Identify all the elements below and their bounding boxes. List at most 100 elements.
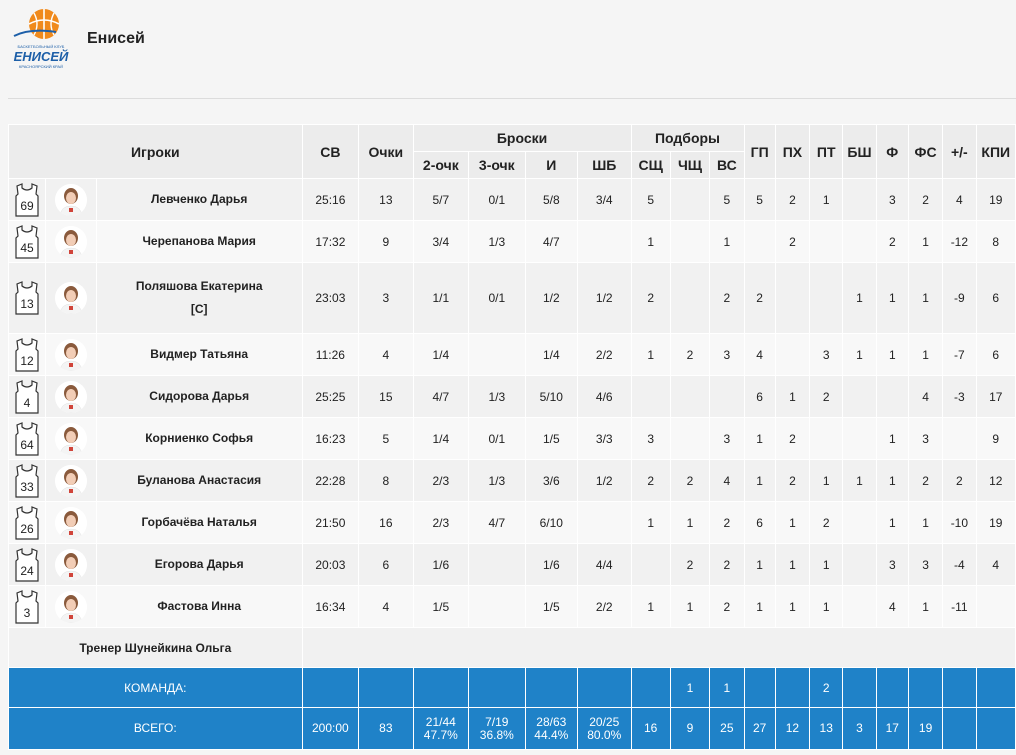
- team-stl: 2: [809, 667, 844, 708]
- player-minutes: 11:26: [301, 333, 360, 376]
- player-blocks: [842, 417, 877, 460]
- total-two-pt-pct: 47.7%: [423, 727, 458, 742]
- player-assists: 1: [743, 543, 776, 586]
- player-name[interactable]: Горбачёва Наталья: [141, 515, 257, 529]
- jersey-icon: 4: [15, 379, 39, 414]
- player-blocks: [842, 178, 877, 221]
- player-name-cell: Буланова Анастасия: [95, 459, 303, 502]
- player-minutes: 22:28: [301, 459, 360, 502]
- player-name[interactable]: Буланова Анастасия: [137, 473, 262, 487]
- page-title: Енисей: [87, 30, 145, 47]
- avatar[interactable]: [55, 506, 88, 539]
- player-three-pt: [468, 543, 526, 586]
- player-fouls: [875, 375, 909, 418]
- header-rebounds: Подборы: [630, 124, 745, 152]
- jersey-icon: 64: [15, 421, 39, 456]
- player-plus-minus: -11: [942, 585, 977, 628]
- player-plus-minus: -12: [942, 220, 977, 263]
- header-oreb: СЩ: [630, 151, 671, 179]
- player-dreb: [669, 417, 711, 460]
- player-three-pt: 0/1: [468, 262, 526, 334]
- player-avatar-cell: [45, 417, 97, 460]
- total-three-pt: 7/19 36.8%: [468, 707, 526, 750]
- player-ft: 4/6: [577, 375, 632, 418]
- player-points: 15: [358, 375, 414, 418]
- player-dreb: [669, 178, 711, 221]
- player-row: 12 Видмер Татьяна 11:26 4 1/4 1/4 2/2 1 2 3 4 3 1 1 1-…: [7, 333, 1016, 376]
- player-assists: 1: [743, 585, 776, 628]
- player-oreb: [630, 543, 671, 586]
- team-cell: [842, 667, 877, 708]
- player-efficiency: 9: [975, 417, 1016, 460]
- avatar[interactable]: [55, 338, 88, 371]
- player-blocks: 1: [842, 459, 877, 502]
- player-number-cell: 3: [7, 585, 47, 628]
- team-cell: [524, 667, 579, 708]
- total-three-pt-made: 7/19: [485, 714, 509, 729]
- avatar[interactable]: [55, 183, 88, 216]
- player-name[interactable]: Сидорова Дарья: [149, 389, 250, 403]
- avatar[interactable]: [55, 422, 88, 455]
- total-row: ВСЕГО: 200:00 83 21/44 47.7% 7/19 36.8% 28…: [8, 707, 1016, 750]
- player-name[interactable]: Видмер Татьяна: [150, 347, 249, 361]
- player-name[interactable]: Черепанова Мария: [142, 234, 256, 248]
- svg-text:ЕНИСЕЙ: ЕНИСЕЙ: [14, 48, 69, 64]
- player-name[interactable]: Егорова Дарья: [154, 557, 244, 571]
- player-row: 69 Левченко Дарья 25:16 13 5/7 0/1 5/8 3/4 5 5 5 2 1…: [7, 178, 1016, 221]
- jersey-icon: 12: [15, 337, 39, 372]
- captain-badge: [C]: [190, 302, 208, 316]
- player-fg: 5/8: [524, 178, 579, 221]
- player-fouls-drawn: 2: [907, 459, 944, 502]
- team-cell: [412, 667, 470, 708]
- player-dreb: 1: [669, 585, 711, 628]
- total-blocks: 3: [842, 707, 877, 750]
- player-name-cell: Фастова Инна: [95, 585, 303, 628]
- team-treb: 1: [709, 667, 745, 708]
- player-name-cell: Поляшова Екатерина [C]: [95, 262, 303, 334]
- total-three-pt-pct: 36.8%: [479, 727, 514, 742]
- player-fouls-drawn: 3: [907, 417, 944, 460]
- player-dreb: 2: [669, 543, 711, 586]
- total-row-label: ВСЕГО:: [8, 707, 303, 750]
- player-name[interactable]: Корниенко Софья: [145, 431, 254, 445]
- player-row: 3 Фастова Инна 16:34 4 1/5 1/5 2/2 1 1 2 1 1 1 4 1 -11: [7, 585, 1016, 628]
- avatar[interactable]: [55, 282, 88, 314]
- player-efficiency: 8: [975, 220, 1016, 263]
- player-fg: 1/4: [524, 333, 579, 376]
- header-plus-minus: +/-: [942, 124, 977, 179]
- coach-name: Тренер Шунейкина Ольга: [8, 627, 303, 668]
- avatar[interactable]: [55, 590, 88, 623]
- player-name[interactable]: Фастова Инна: [157, 599, 242, 613]
- player-name[interactable]: Левченко Дарья: [151, 192, 248, 206]
- avatar[interactable]: [55, 380, 88, 413]
- player-number-cell: 24: [7, 543, 47, 586]
- player-assists: 5: [743, 178, 776, 221]
- avatar[interactable]: [55, 225, 88, 258]
- player-oreb: 2: [630, 262, 671, 334]
- jersey-number: 64: [20, 438, 34, 452]
- player-number-cell: 45: [7, 220, 47, 263]
- player-efficiency: 6: [975, 333, 1016, 376]
- player-name[interactable]: Поляшова Екатерина: [135, 279, 263, 293]
- total-steals: 13: [809, 707, 844, 750]
- team-logo: БАСКЕТБОЛЬНЫЙ КЛУБ ЕНИСЕЙ КРАСНОЯРСКИЙ К…: [13, 9, 69, 69]
- jersey-number: 33: [20, 480, 34, 494]
- player-steals: 1: [809, 585, 844, 628]
- player-fg: 3/6: [524, 459, 579, 502]
- total-fg-pct: 44.4%: [534, 727, 569, 742]
- total-ft-made: 20/25: [589, 714, 620, 729]
- avatar[interactable]: [55, 548, 88, 581]
- player-minutes: 20:03: [301, 543, 360, 586]
- player-two-pt: 4/7: [412, 375, 470, 418]
- player-fouls: 3: [875, 543, 909, 586]
- player-row: 64 Корниенко Софья 16:23 5 1/4 0/1 1/5 3/3 3 3 1 2 1…: [7, 417, 1016, 460]
- player-plus-minus: -3: [942, 375, 977, 418]
- player-plus-minus: -7: [942, 333, 977, 376]
- avatar[interactable]: [55, 464, 88, 497]
- player-plus-minus: [942, 417, 977, 460]
- player-name-cell: Сидорова Дарья: [95, 375, 303, 418]
- player-treb: [709, 375, 745, 418]
- player-oreb: 2: [630, 459, 671, 502]
- player-plus-minus: 2: [942, 459, 977, 502]
- player-fouls: 1: [875, 262, 909, 334]
